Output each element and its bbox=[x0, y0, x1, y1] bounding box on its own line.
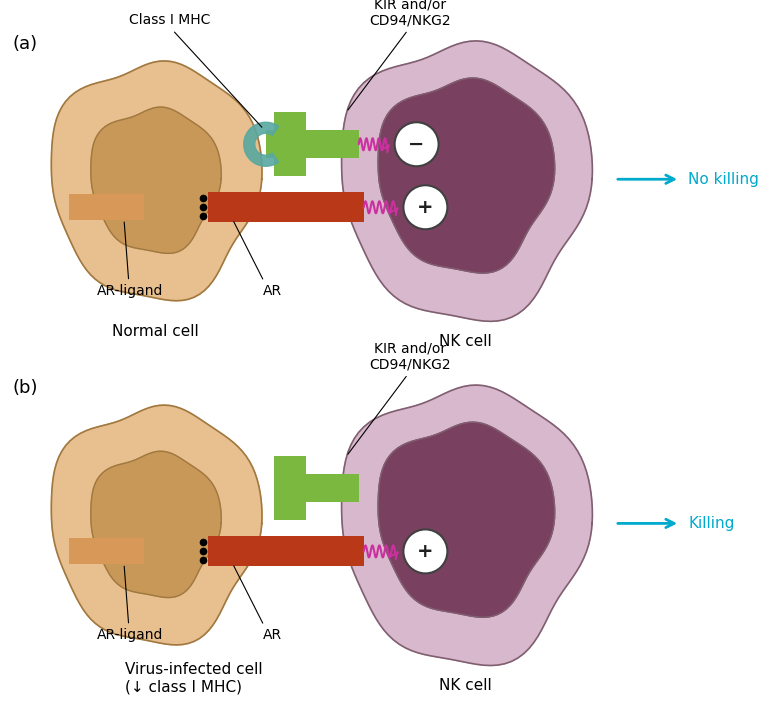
Text: Class I MHC: Class I MHC bbox=[129, 13, 262, 127]
Bar bbox=[286, 113, 306, 176]
Polygon shape bbox=[91, 451, 221, 597]
Bar bbox=[69, 194, 144, 220]
Text: −: − bbox=[409, 135, 425, 153]
Text: KIR and/or
CD94/NKG2: KIR and/or CD94/NKG2 bbox=[348, 341, 451, 454]
Polygon shape bbox=[378, 78, 554, 273]
Circle shape bbox=[403, 529, 448, 574]
Text: AR: AR bbox=[233, 222, 282, 298]
Bar bbox=[273, 475, 359, 503]
Bar bbox=[273, 457, 306, 476]
Text: AR: AR bbox=[233, 566, 282, 642]
Bar bbox=[273, 156, 306, 176]
Text: KIR and/or
CD94/NKG2: KIR and/or CD94/NKG2 bbox=[348, 0, 451, 110]
Bar bbox=[266, 130, 293, 158]
Text: (b): (b) bbox=[12, 379, 38, 397]
Bar bbox=[207, 192, 364, 222]
Text: NK cell: NK cell bbox=[439, 678, 492, 693]
Polygon shape bbox=[51, 61, 262, 300]
Bar bbox=[273, 130, 359, 158]
Text: +: + bbox=[417, 542, 434, 561]
Polygon shape bbox=[243, 123, 279, 166]
Text: Killing: Killing bbox=[688, 516, 734, 531]
Polygon shape bbox=[342, 41, 592, 321]
Bar bbox=[207, 536, 364, 566]
Text: Virus-infected cell
(↓ class I MHC): Virus-infected cell (↓ class I MHC) bbox=[125, 663, 263, 695]
Bar bbox=[273, 500, 306, 521]
Text: AR-ligand: AR-ligand bbox=[97, 222, 163, 298]
Circle shape bbox=[403, 185, 448, 229]
Bar bbox=[286, 457, 306, 521]
Polygon shape bbox=[378, 422, 554, 617]
Text: AR-ligand: AR-ligand bbox=[97, 566, 163, 642]
Circle shape bbox=[395, 123, 439, 166]
Bar bbox=[273, 113, 306, 132]
Polygon shape bbox=[51, 405, 262, 645]
Text: NK cell: NK cell bbox=[439, 333, 492, 348]
Polygon shape bbox=[91, 107, 221, 253]
Polygon shape bbox=[342, 385, 592, 665]
Text: No killing: No killing bbox=[688, 172, 759, 186]
Text: Normal cell: Normal cell bbox=[111, 324, 198, 338]
Text: (a): (a) bbox=[12, 35, 37, 53]
Bar bbox=[69, 538, 144, 564]
Text: +: + bbox=[417, 198, 434, 217]
